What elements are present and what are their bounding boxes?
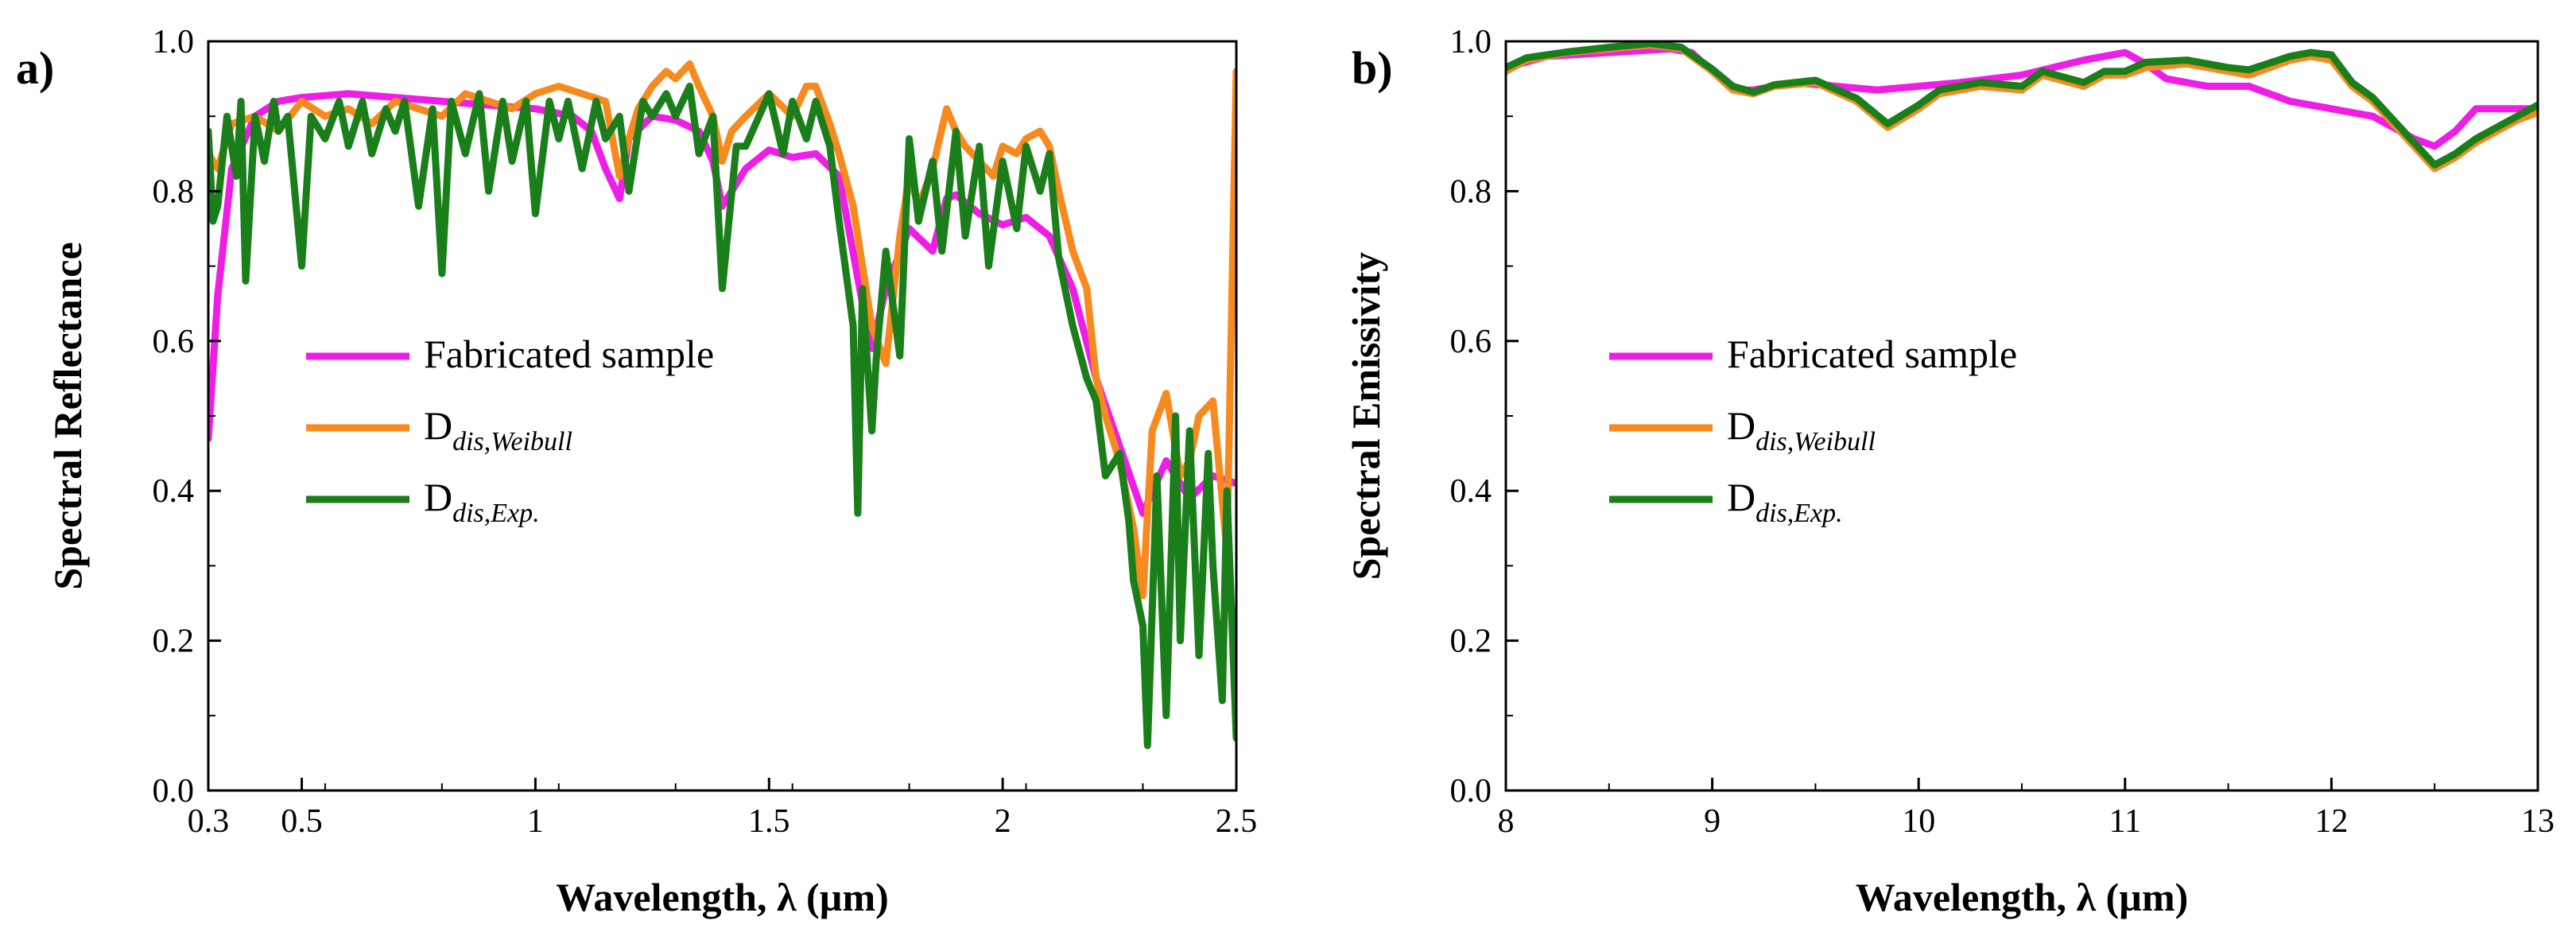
y-tick-label: 0.8 xyxy=(1450,173,1492,210)
legend-label-main: Fabricated sample xyxy=(1727,332,2017,376)
x-tick-label: 2.5 xyxy=(1216,803,1258,840)
panel-b-emissivity: 8 9 10 11 12 13 0.0 0.2 0.4 0.6 0.8 1.0 Wavelength, … xyxy=(1344,24,2555,919)
legend-entry: Fabricated sample xyxy=(424,332,714,376)
x-tick-label: 13 xyxy=(2521,803,2555,840)
series-group xyxy=(1506,40,2538,173)
plot-frame xyxy=(1504,40,2539,792)
panel-label: a) xyxy=(16,42,54,94)
series-line-fabricated-sample xyxy=(1506,45,2538,150)
series-group xyxy=(208,60,1236,749)
panel-a-reflectance: 0.3 0.5 1 1.5 2 2.5 0.0 0.2 0.4 0.6 0.8 1.0 Waveleng… xyxy=(16,24,1257,919)
x-tick-label: 0.5 xyxy=(281,803,323,840)
legend-entry: Ddis,Exp. xyxy=(1727,475,1843,528)
x-tick-label: 1 xyxy=(527,803,544,840)
y-tick-label: 0.2 xyxy=(1450,623,1492,660)
x-tick-label: 2 xyxy=(995,803,1011,840)
y-tick-label: 0.0 xyxy=(153,773,195,810)
y-tick-label: 0.0 xyxy=(1450,773,1492,810)
legend-label-main: D xyxy=(424,475,452,519)
legend-entry: Fabricated sample xyxy=(1727,332,2017,376)
legend-label-main: Fabricated sample xyxy=(424,332,714,376)
x-tick-label: 10 xyxy=(1902,803,1935,840)
y-tick-label: 0.2 xyxy=(153,623,195,660)
legend-label-subscript: dis,Exp. xyxy=(1755,499,1843,528)
x-tick-label: 0.3 xyxy=(188,803,230,840)
legend-label-main: D xyxy=(424,403,452,448)
series-line-d-dis-exp- xyxy=(208,83,1236,749)
y-axis-title: Spectral Reflectance xyxy=(45,242,90,589)
x-axis-title: Wavelength, λ (µm) xyxy=(1856,875,2189,919)
y-tick-label: 0.4 xyxy=(153,473,195,510)
legend-label-main: D xyxy=(1727,403,1755,448)
legend-entry: Ddis,Exp. xyxy=(424,475,540,528)
legend-label-subscript: dis,Weibull xyxy=(1755,427,1876,456)
legend-label-main: D xyxy=(1727,475,1755,519)
y-tick-label: 0.8 xyxy=(153,173,195,210)
legend-entry: Ddis,Weibull xyxy=(424,403,572,456)
legend-entry: Ddis,Weibull xyxy=(1727,403,1876,456)
y-tick-label: 1.0 xyxy=(153,24,195,60)
y-tick-label: 0.6 xyxy=(1450,324,1492,360)
series-line-d-dis-exp- xyxy=(1506,40,2538,169)
series-line-d-dis-weibull xyxy=(208,60,1236,600)
x-tick-label: 11 xyxy=(2109,803,2141,840)
legend-label-subscript: dis,Weibull xyxy=(452,427,572,456)
x-axis-title: Wavelength, λ (µm) xyxy=(556,875,889,919)
panel-label: b) xyxy=(1352,42,1393,94)
legend-label-subscript: dis,Exp. xyxy=(452,499,540,528)
x-tick-label: 8 xyxy=(1498,803,1515,840)
x-tick-label: 9 xyxy=(1704,803,1721,840)
y-axis-title: Spectral Emissivity xyxy=(1344,252,1388,580)
y-tick-label: 0.4 xyxy=(1450,473,1492,510)
y-tick-label: 0.6 xyxy=(153,324,195,360)
x-tick-label: 12 xyxy=(2314,803,2348,840)
y-tick-label: 1.0 xyxy=(1450,24,1492,60)
x-tick-label: 1.5 xyxy=(748,803,790,840)
